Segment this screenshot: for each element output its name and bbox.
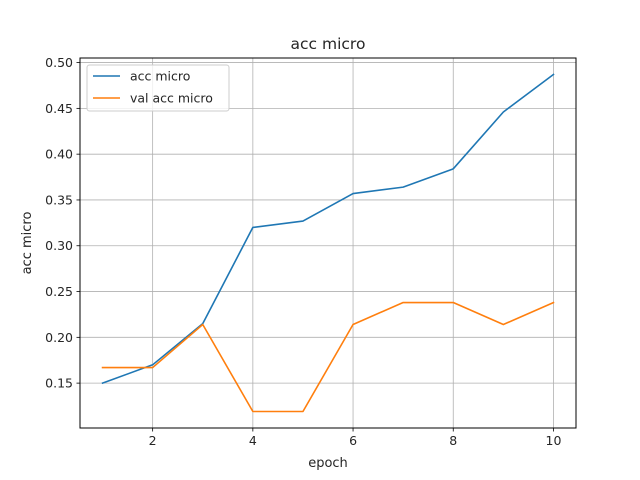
y-tick-label: 0.50 bbox=[45, 55, 73, 70]
x-tick-label: 4 bbox=[249, 433, 257, 448]
x-axis-label: epoch bbox=[308, 456, 348, 471]
grid-lines bbox=[80, 58, 576, 428]
y-tick-label: 0.20 bbox=[45, 330, 73, 345]
y-tick-label: 0.45 bbox=[45, 101, 73, 116]
chart-title: acc micro bbox=[291, 35, 366, 53]
x-tick-label: 10 bbox=[546, 433, 562, 448]
axis-ticks: 2 4 6 8 10 0.15 0.20 0.25 0.30 0.35 0.40 0.45 0.50 bbox=[45, 55, 561, 448]
x-tick-label: 6 bbox=[349, 433, 357, 448]
y-tick-label: 0.25 bbox=[45, 284, 73, 299]
y-tick-label: 0.30 bbox=[45, 238, 73, 253]
series-line-acc-micro bbox=[101, 73, 555, 385]
x-tick-label: 8 bbox=[449, 433, 457, 448]
series-lines bbox=[101, 73, 555, 413]
y-tick-label: 0.40 bbox=[45, 147, 73, 162]
legend-label-val-acc-micro: val acc micro bbox=[130, 91, 213, 106]
y-tick-label: 0.35 bbox=[45, 192, 73, 207]
series-line-val-acc-micro bbox=[101, 301, 555, 413]
legend-box bbox=[86, 64, 230, 112]
y-axis-label: acc micro bbox=[20, 212, 35, 275]
legend-label-acc-micro: acc micro bbox=[130, 69, 190, 84]
x-tick-label: 2 bbox=[149, 433, 157, 448]
plot-area bbox=[80, 58, 576, 428]
y-tick-label: 0.15 bbox=[45, 376, 73, 391]
legend: acc micro val acc micro bbox=[86, 64, 230, 112]
plot-frame bbox=[79, 57, 577, 429]
